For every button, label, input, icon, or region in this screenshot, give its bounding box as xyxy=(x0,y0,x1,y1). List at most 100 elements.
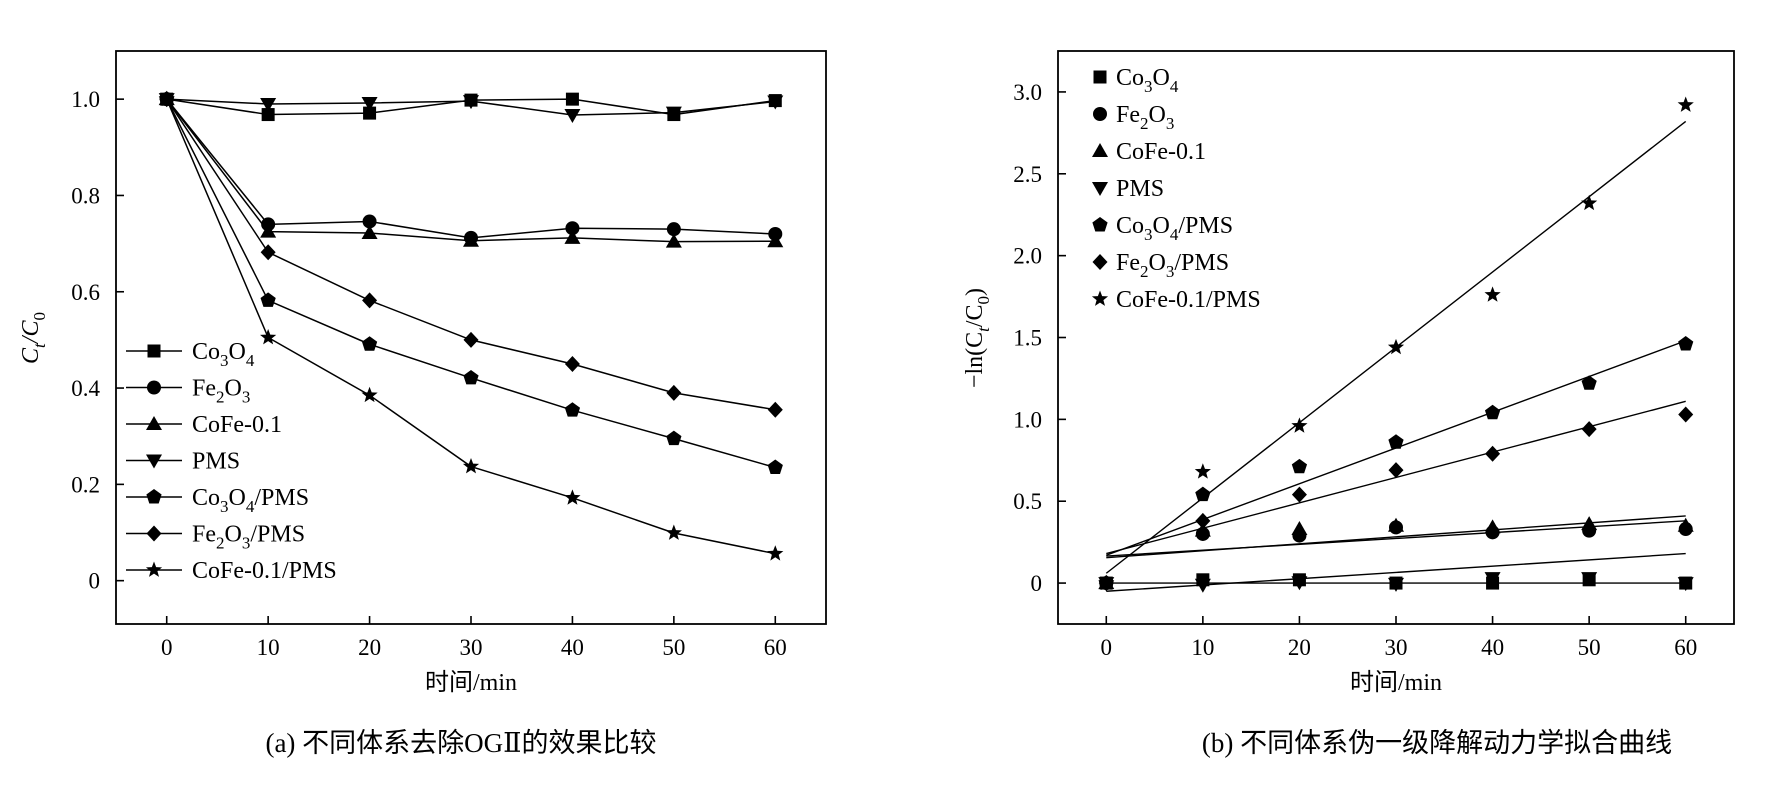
panel-b-point-fe2o3pms-5 xyxy=(1581,421,1597,438)
panel-a-series xyxy=(158,90,784,561)
panel-b-point-cofepms-1 xyxy=(1194,463,1211,479)
panel-a-legend-item-pms: PMS xyxy=(126,449,240,475)
panel-b-point-pms-1 xyxy=(1194,578,1211,593)
panel-b-legend-marker-cofepms xyxy=(1091,290,1109,306)
panel-a-point-co3o4pms-5 xyxy=(666,430,682,446)
panel-b-legend-item-cofe: CoFe-0.1 xyxy=(1092,139,1206,165)
panel-a-legend-item-fe2o3pms: Fe2O3/PMS xyxy=(126,522,305,553)
panel-b-legend-marker-cofe xyxy=(1092,143,1108,157)
panel-b-chart: 0 10 20 30 40 50 60 0 0.5 1.0 1.5 2.0 2.5 3.0 Co3O4 Fe… xyxy=(962,50,1735,758)
panel-b-series-fe2o3pms xyxy=(1098,400,1694,592)
panel-a-point-fe2o3-5 xyxy=(666,222,681,237)
panel-a-series-line-cofe xyxy=(166,98,776,243)
panel-a-series-cofepms xyxy=(158,90,784,561)
panel-b-point-fe2o3pms-4 xyxy=(1485,445,1501,462)
panel-b-legend-label-cofe: CoFe-0.1 xyxy=(1116,139,1206,165)
panel-b-caption: (b) 不同体系伪一级降解动力学拟合曲线 xyxy=(1202,728,1672,758)
panel-a-point-cofe-5 xyxy=(665,233,682,248)
panel-b-legend-item-co3o4pms: Co3O4/PMS xyxy=(1092,213,1233,244)
panel-b-point-cofe-6 xyxy=(1677,517,1694,532)
panel-a-point-cofepms-6 xyxy=(767,545,784,561)
panel-b-point-pms-4 xyxy=(1484,572,1501,587)
panel-a-point-fe2o3pms-6 xyxy=(767,401,783,418)
panel-a-series-fe2o3pms xyxy=(159,91,783,418)
panel-a-point-pms-2 xyxy=(361,97,378,112)
panel-b-legend: Co3O4 Fe2O3 CoFe-0.1 PMS Co3O4/PMS Fe2O3/PMS C… xyxy=(1091,65,1261,313)
panel-b-point-co3o4pms-4 xyxy=(1484,404,1501,420)
panel-a-legend-label-co3o4pms: Co3O4/PMS xyxy=(192,485,309,516)
panel-b-point-co3o4pms-1 xyxy=(1195,486,1211,502)
panel-a-point-fe2o3-4 xyxy=(565,221,580,236)
panel-b-legend-marker-fe2o3 xyxy=(1093,107,1107,121)
panel-a-point-cofepms-3 xyxy=(462,458,480,474)
panel-b-x-tick-label-6: 60 xyxy=(1674,635,1697,660)
panel-b-legend-label-co3o4pms: Co3O4/PMS xyxy=(1116,213,1233,244)
panel-a-point-cofe-6 xyxy=(767,233,784,248)
panel-b-legend-label-pms: PMS xyxy=(1116,176,1164,202)
panel-b-x-tick-label-3: 30 xyxy=(1385,635,1408,660)
panel-a-x-tick-label-3: 30 xyxy=(460,635,483,660)
panel-b-point-co3o4pms-2 xyxy=(1291,458,1308,474)
panel-a-point-co3o4-1 xyxy=(261,108,275,122)
panel-a-point-pms-5 xyxy=(665,106,682,121)
panel-a-x-tick-label-0: 0 xyxy=(161,635,173,660)
panel-b-point-cofepms-0 xyxy=(1098,574,1115,590)
panel-b-x-tick-label-0: 0 xyxy=(1101,635,1113,660)
panel-b-series-pms xyxy=(1098,552,1694,593)
panel-b-legend-marker-co3o4 xyxy=(1093,70,1107,84)
panel-a-legend-marker-fe2o3 xyxy=(147,380,161,395)
panel-b-y-tick-label-4: 2.0 xyxy=(1013,244,1042,269)
panel-a-legend-item-cofe: CoFe-0.1 xyxy=(126,412,282,438)
panel-b-x-tick-label-1: 10 xyxy=(1191,635,1214,660)
panel-a-point-fe2o3pms-5 xyxy=(666,384,682,401)
panel-b-x-tick-label-4: 40 xyxy=(1481,635,1504,660)
panel-a-legend-label-fe2o3pms: Fe2O3/PMS xyxy=(192,522,305,553)
panel-b-point-co3o4pms-6 xyxy=(1678,336,1694,351)
panel-a-point-cofepms-4 xyxy=(564,489,581,505)
panel-b-y-tick-label-5: 2.5 xyxy=(1013,162,1042,187)
panel-a-point-co3o4pms-1 xyxy=(260,292,276,307)
panel-a-point-co3o4pms-3 xyxy=(463,369,479,385)
panel-b-point-cofepms-5 xyxy=(1581,194,1598,211)
panel-b-y-tick-label-0: 0 xyxy=(1031,571,1043,596)
panel-a-point-cofe-2 xyxy=(361,225,378,240)
panel-a-point-cofe-1 xyxy=(260,223,277,238)
panel-b-y-tick-label-1: 0.5 xyxy=(1013,489,1042,514)
panel-a-chart: 0 10 20 30 40 50 60 0 0.2 0.4 0.6 0.8 1.0 Co3O4 Fe2O3… xyxy=(18,50,827,758)
panel-a-x-tick-label-4: 40 xyxy=(561,635,584,660)
panel-a-legend-label-pms: PMS xyxy=(192,449,240,475)
panel-b-legend-marker-fe2o3pms xyxy=(1092,254,1108,270)
panel-b-point-fe2o3pms-6 xyxy=(1678,406,1694,423)
panel-b-point-pms-3 xyxy=(1388,577,1404,592)
panel-b-legend-item-co3o4: Co3O4 xyxy=(1093,65,1179,96)
panel-b-y-tick-label-2: 1.0 xyxy=(1013,407,1042,432)
panel-a-legend-marker-cofepms xyxy=(145,561,163,577)
panel-a-y-axis-title: Ct/C0 xyxy=(18,312,49,364)
panel-a-point-pms-1 xyxy=(260,97,277,112)
panel-a-series-fe2o3 xyxy=(159,92,783,245)
panel-a-legend-label-cofe: CoFe-0.1 xyxy=(192,412,282,438)
panel-b-y-tick-label-3: 1.5 xyxy=(1013,326,1042,351)
panel-b-point-cofe-2 xyxy=(1291,521,1308,536)
panel-b-legend-label-cofepms: CoFe-0.1/PMS xyxy=(1116,287,1261,313)
panel-b-x-tick-label-5: 50 xyxy=(1578,635,1601,660)
panel-a-point-co3o4pms-4 xyxy=(564,402,581,417)
panel-b-legend-item-cofepms: CoFe-0.1/PMS xyxy=(1091,287,1261,313)
panel-a-y-tick-label-3: 0.6 xyxy=(71,280,100,305)
panel-b-x-tick-label-2: 20 xyxy=(1288,635,1311,660)
panel-b-point-fe2o3pms-2 xyxy=(1291,486,1307,503)
panel-b-point-cofepms-4 xyxy=(1484,286,1501,302)
panel-a-legend-marker-fe2o3pms xyxy=(146,525,162,542)
panel-b-legend-marker-co3o4pms xyxy=(1092,217,1108,232)
panel-a-y-tick-label-0: 0 xyxy=(89,569,101,594)
panel-a-legend-marker-co3o4 xyxy=(147,344,161,358)
panel-a-point-cofepms-1 xyxy=(260,329,277,345)
panel-a-point-pms-3 xyxy=(463,95,479,110)
panel-a-series-line-fe2o3pms xyxy=(166,98,776,411)
panel-a-point-co3o4-2 xyxy=(363,106,377,120)
panel-a-y-tick-label-4: 0.8 xyxy=(71,183,100,208)
panel-a-point-cofepms-5 xyxy=(665,524,682,540)
panel-a-legend-marker-co3o4pms xyxy=(146,489,162,504)
panel-a-legend-label-fe2o3: Fe2O3 xyxy=(192,376,250,407)
